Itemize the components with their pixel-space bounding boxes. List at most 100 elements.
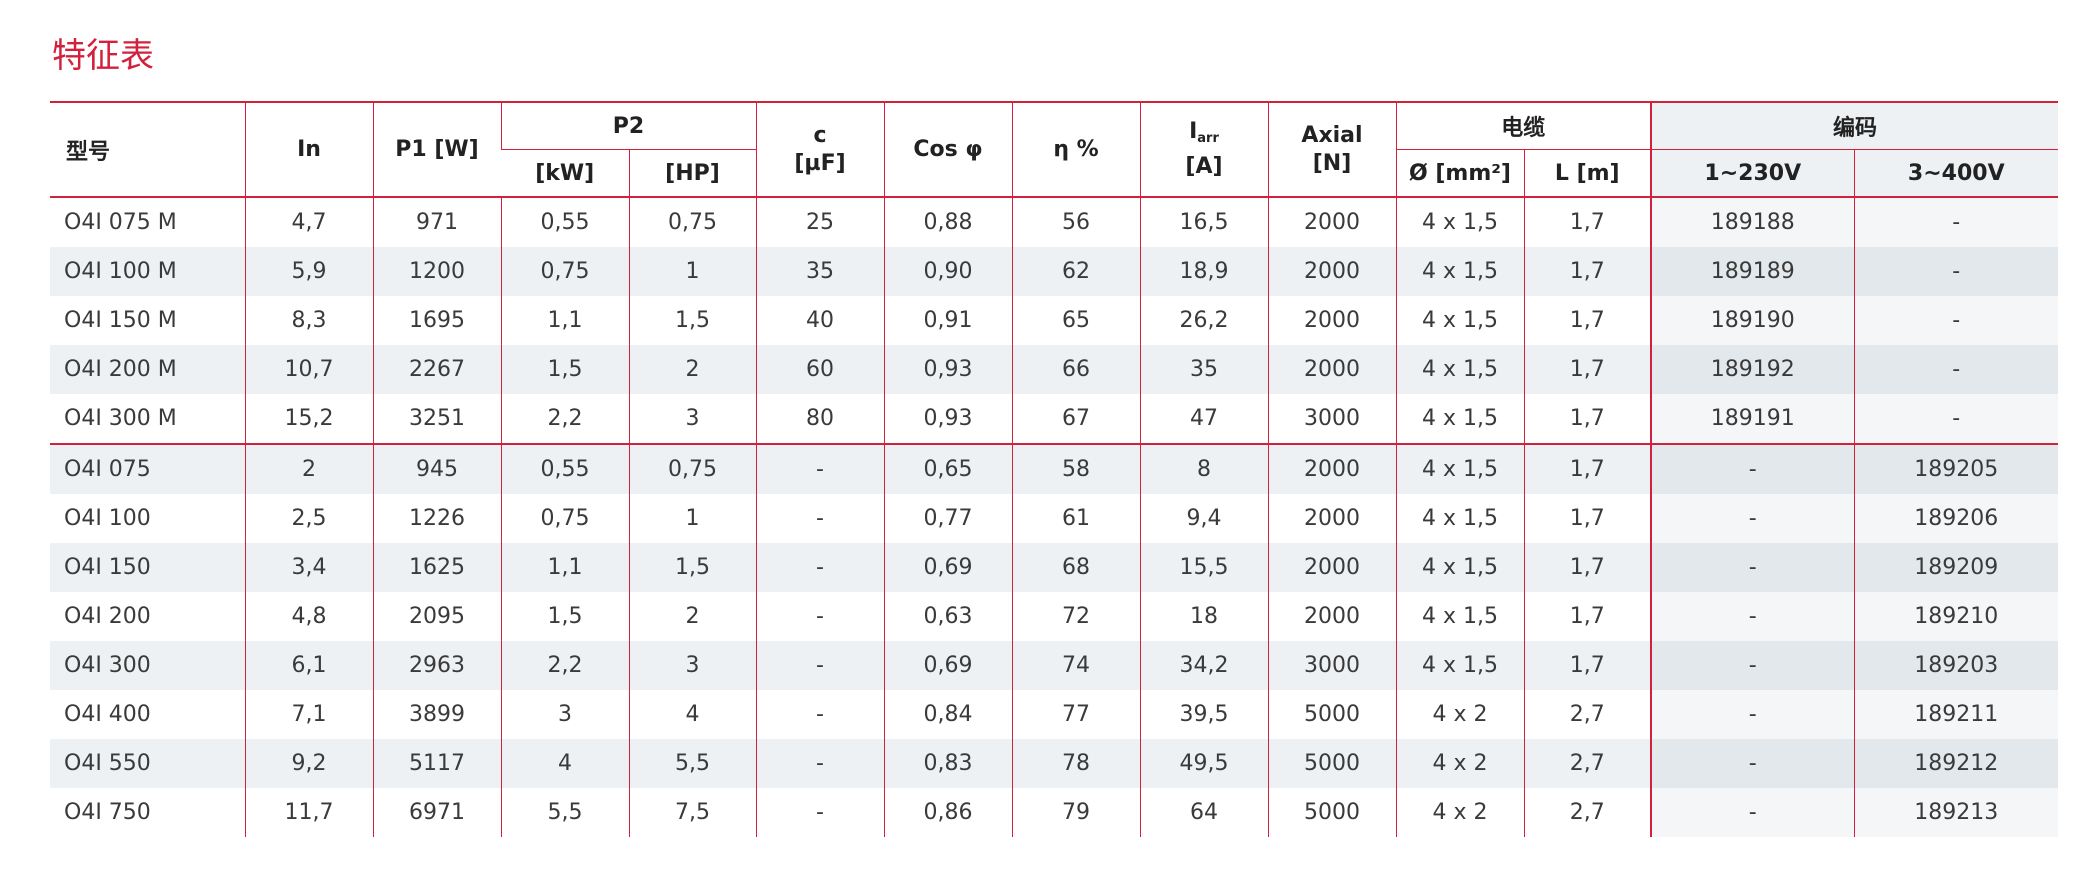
- cell-capacitor: -: [755, 788, 884, 837]
- cell-p2-kw: 0,75: [500, 494, 629, 543]
- cell-model: O4I 150: [50, 543, 245, 592]
- cell-cos-phi: 0,69: [883, 543, 1012, 592]
- cell-model: O4I 300: [50, 641, 245, 690]
- cell-p1: 2095: [372, 592, 501, 641]
- cell-cable-diameter: 4 x 1,5: [1395, 641, 1524, 690]
- cell-cable-length: 1,7: [1523, 345, 1652, 394]
- cell-p2-kw: 1,1: [500, 543, 629, 592]
- cell-p2-kw: 2,2: [500, 394, 629, 444]
- cell-p2-hp: 7,5: [628, 788, 756, 837]
- page-title: 特征表: [52, 36, 154, 76]
- table-body: O4I 075 M 4,7 971 0,55 0,75 25 0,88 56 16,5 2000 4…: [50, 197, 2059, 837]
- header-capacitor-symbol: c: [813, 122, 827, 148]
- cell-code-three-phase: 189205: [1853, 443, 2059, 494]
- table-row: O4I 075 M 4,7 971 0,55 0,75 25 0,88 56 16,5 2000 4…: [50, 197, 2059, 247]
- cell-cable-length: 1,7: [1523, 197, 1652, 247]
- header-cos-phi: Cos φ: [883, 101, 1012, 197]
- cell-efficiency: 78: [1011, 739, 1140, 788]
- header-axial-label: Axial: [1301, 122, 1363, 148]
- cell-p2-hp: 4: [628, 690, 756, 739]
- cell-p2-hp: 1,5: [628, 543, 756, 592]
- cell-cable-length: 1,7: [1523, 394, 1652, 444]
- cell-capacitor: -: [755, 443, 884, 494]
- cell-cable-length: 1,7: [1523, 494, 1652, 543]
- cell-p2-hp: 0,75: [628, 197, 756, 247]
- header-cable-length: L [m]: [1523, 149, 1652, 197]
- cell-cable-diameter: 4 x 1,5: [1395, 592, 1524, 641]
- cell-capacitor: 40: [755, 296, 884, 345]
- cell-capacitor: -: [755, 592, 884, 641]
- header-cable: 电缆: [1395, 101, 1652, 150]
- cell-p1: 2267: [372, 345, 501, 394]
- cell-efficiency: 79: [1011, 788, 1140, 837]
- cell-cos-phi: 0,77: [883, 494, 1012, 543]
- cell-in: 9,2: [244, 739, 373, 788]
- header-code-single-phase: 1~230V: [1650, 149, 1855, 197]
- cell-cable-length: 1,7: [1523, 641, 1652, 690]
- cell-capacitor: 35: [755, 247, 884, 296]
- cell-efficiency: 74: [1011, 641, 1140, 690]
- cell-code-single-phase: -: [1650, 494, 1855, 543]
- cell-efficiency: 77: [1011, 690, 1140, 739]
- cell-capacitor: -: [755, 739, 884, 788]
- cell-axial-load: 2000: [1267, 494, 1396, 543]
- cell-code-single-phase: 189192: [1650, 345, 1855, 394]
- cell-axial-load: 2000: [1267, 443, 1396, 494]
- cell-efficiency: 62: [1011, 247, 1140, 296]
- cell-cable-diameter: 4 x 1,5: [1395, 494, 1524, 543]
- cell-p1: 971: [372, 197, 501, 247]
- cell-model: O4I 150 M: [64, 308, 177, 333]
- cell-p2-kw: 1,5: [500, 592, 629, 641]
- cell-axial-load: 3000: [1267, 641, 1396, 690]
- header-cable-diameter: Ø [mm²]: [1395, 149, 1524, 197]
- table-row: O4I 075 2 945 0,55 0,75-0,65 58 8 2000 4 x 1,5 1,…: [50, 443, 2059, 494]
- cell-starting-current: 34,2: [1139, 641, 1268, 690]
- header-iarr-symbol: I: [1189, 119, 1198, 144]
- cell-p2-kw: 0,55: [500, 197, 629, 247]
- header-code-three-phase: 3~400V: [1853, 149, 2059, 197]
- cell-efficiency: 58: [1011, 443, 1140, 494]
- cell-cable-length: 1,7: [1523, 543, 1652, 592]
- cell-code-three-phase: 189209: [1853, 543, 2059, 592]
- cell-starting-current: 9,4: [1139, 494, 1268, 543]
- cell-axial-load: 2000: [1267, 592, 1396, 641]
- cell-p1: 6971: [372, 788, 501, 837]
- cell-capacitor: -: [755, 690, 884, 739]
- header-model: 型号: [50, 101, 245, 197]
- cell-axial-load: 2000: [1267, 345, 1396, 394]
- cell-code-three-phase: 189211: [1853, 690, 2059, 739]
- cell-axial-load: 5000: [1267, 739, 1396, 788]
- cell-code-single-phase: -: [1650, 592, 1855, 641]
- cell-code-single-phase: 189191: [1650, 394, 1855, 444]
- cell-in: 4,8: [244, 592, 373, 641]
- cell-starting-current: 49,5: [1139, 739, 1268, 788]
- cell-code-single-phase: -: [1650, 443, 1855, 494]
- cell-code-single-phase: -: [1650, 788, 1855, 837]
- cell-code-three-phase: -: [1853, 394, 2059, 444]
- cell-p2-kw: 1,1: [500, 296, 629, 345]
- cell-p2-kw: 5,5: [500, 788, 629, 837]
- cell-axial-load: 5000: [1267, 690, 1396, 739]
- cell-cos-phi: 0,93: [883, 394, 1012, 444]
- cell-in: 6,1: [244, 641, 373, 690]
- cell-code-three-phase: 189213: [1853, 788, 2059, 837]
- cell-starting-current: 47: [1139, 394, 1268, 444]
- cell-starting-current: 18,9: [1139, 247, 1268, 296]
- cell-code-three-phase: 189206: [1853, 494, 2059, 543]
- cell-starting-current: 39,5: [1139, 690, 1268, 739]
- cell-model: O4I 075: [50, 443, 245, 494]
- header-capacitor-unit: [µF]: [794, 150, 846, 176]
- cell-capacitor: -: [755, 494, 884, 543]
- cell-cos-phi: 0,93: [883, 345, 1012, 394]
- cell-p1: 945: [372, 443, 501, 494]
- header-p2-kw: [kW]: [501, 149, 629, 197]
- header-p2: P2: [500, 101, 756, 150]
- cell-code-three-phase: -: [1853, 345, 2059, 394]
- cell-cable-length: 1,7: [1523, 592, 1652, 641]
- cell-p2-kw: 0,75: [500, 247, 629, 296]
- header-iarr-unit: [A]: [1185, 154, 1223, 179]
- cell-code-single-phase: -: [1650, 739, 1855, 788]
- cell-starting-current: 18: [1139, 592, 1268, 641]
- cell-code-single-phase: 189188: [1650, 197, 1855, 247]
